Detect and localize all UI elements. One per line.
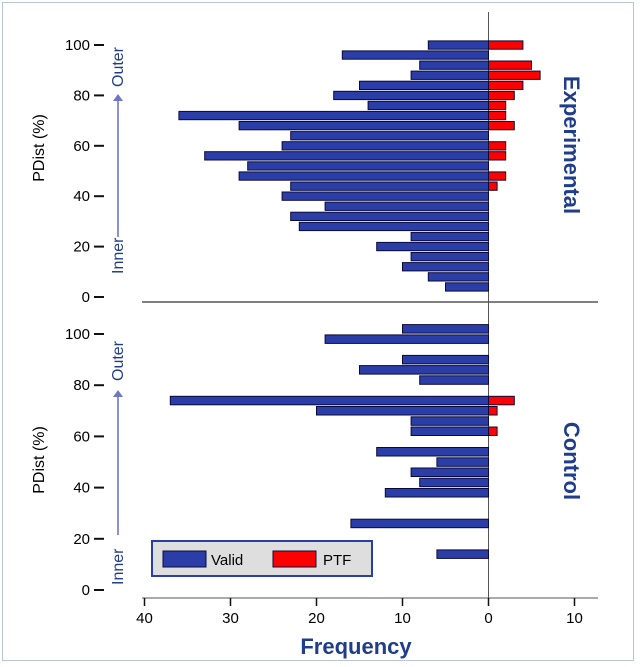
experimental-y-tick-label: 80 xyxy=(73,87,90,104)
experimental-valid-bar xyxy=(427,272,489,282)
experimental-inner-label: Inner xyxy=(110,237,127,274)
experimental-valid-bar xyxy=(238,171,489,181)
experimental-valid-bar xyxy=(445,282,489,292)
control-y-tick-label: 80 xyxy=(73,377,90,394)
experimental-outer-label: Outer xyxy=(110,46,127,87)
x-tick-label: 40 xyxy=(136,610,153,627)
experimental-ptf-bar xyxy=(488,141,507,151)
control-y-tick-label: 0 xyxy=(82,582,90,599)
control-outer-label: Outer xyxy=(110,340,127,381)
experimental-y-ticks: 0 20 40 60 80 100 xyxy=(65,37,104,306)
control-valid-bar xyxy=(419,375,490,385)
control-ptf-bar xyxy=(488,426,498,436)
control-valid-bar xyxy=(402,354,489,365)
control-valid-bar xyxy=(402,324,489,334)
experimental-valid-bar xyxy=(410,70,490,80)
experimental-valid-bar xyxy=(333,90,490,101)
experimental-y-tick-label: 40 xyxy=(73,188,90,205)
control-valid-bar xyxy=(410,426,490,436)
control-valid-bar xyxy=(410,467,490,477)
experimental-panel: 0 20 40 60 80 100 PDist (%) Inner Outer Exper… xyxy=(31,37,584,306)
experimental-ptf-bar xyxy=(488,100,507,111)
legend-swatch-valid xyxy=(162,550,207,568)
experimental-ptf-bar xyxy=(488,90,515,101)
control-inner-label: Inner xyxy=(110,548,127,585)
experimental-y-axis-label: PDist (%) xyxy=(31,114,48,182)
control-valid-bar xyxy=(324,334,489,344)
experimental-valid-bar xyxy=(281,191,489,201)
experimental-ptf-bar xyxy=(488,70,541,80)
control-y-ticks: 0 20 40 60 80 100 xyxy=(65,326,104,599)
x-axis-label: Frequency xyxy=(300,634,412,659)
control-panel-label: Control xyxy=(559,422,584,500)
experimental-valid-bar xyxy=(238,121,489,131)
experimental-valid-bar xyxy=(178,110,489,121)
legend-swatch-ptf xyxy=(272,550,317,568)
control-arrow-head-icon xyxy=(113,390,123,397)
experimental-valid-bar xyxy=(410,231,490,242)
experimental-y-tick-label: 0 xyxy=(82,289,90,306)
control-ptf-bar xyxy=(488,406,498,416)
x-tick-label: 10 xyxy=(394,610,411,627)
experimental-bars xyxy=(178,40,541,292)
control-y-tick-label: 40 xyxy=(73,480,90,497)
control-valid-bar xyxy=(436,549,489,559)
experimental-valid-bar xyxy=(290,131,490,141)
experimental-ptf-bar xyxy=(488,171,507,181)
experimental-valid-bar xyxy=(402,262,489,272)
experimental-valid-bar xyxy=(367,100,490,111)
experimental-valid-bar xyxy=(410,252,490,262)
experimental-valid-bar xyxy=(341,50,489,60)
control-y-tick-label: 20 xyxy=(73,531,90,548)
legend-label-ptf: PTF xyxy=(323,552,351,569)
experimental-ptf-bar xyxy=(488,151,507,161)
experimental-valid-bar xyxy=(376,241,490,252)
experimental-valid-bar xyxy=(290,211,490,221)
control-valid-bar xyxy=(384,488,489,498)
experimental-valid-bar xyxy=(290,181,490,191)
control-valid-bar xyxy=(350,518,489,529)
control-valid-bar xyxy=(316,406,489,416)
experimental-arrow-head-icon xyxy=(113,94,123,101)
control-y-tick-label: 60 xyxy=(73,428,90,445)
control-y-axis-label: PDist (%) xyxy=(31,426,48,494)
experimental-valid-bar xyxy=(324,201,489,211)
control-valid-bar xyxy=(410,416,490,426)
experimental-ptf-bar xyxy=(488,121,515,131)
control-valid-bar xyxy=(359,365,489,375)
control-valid-bar xyxy=(376,447,490,457)
experimental-ptf-bar xyxy=(488,80,524,90)
experimental-ptf-bar xyxy=(488,40,524,50)
control-valid-bar xyxy=(419,477,490,488)
experimental-y-tick-label: 20 xyxy=(73,239,90,256)
x-tick-label: 30 xyxy=(222,610,239,627)
control-bars xyxy=(169,324,515,559)
x-tick-label: 10 xyxy=(566,610,583,627)
experimental-valid-bar xyxy=(298,221,489,232)
x-tick-label: 20 xyxy=(308,610,325,627)
experimental-panel-label: Experimental xyxy=(559,76,584,214)
experimental-ptf-bar xyxy=(488,110,507,121)
control-ptf-bar xyxy=(488,395,515,406)
experimental-y-tick-label: 60 xyxy=(73,138,90,155)
control-valid-bar xyxy=(169,395,490,406)
experimental-valid-bar xyxy=(427,40,489,50)
legend-box xyxy=(151,540,373,577)
x-tick-label: 0 xyxy=(484,610,492,627)
experimental-valid-bar xyxy=(247,161,489,171)
control-valid-bar xyxy=(436,457,489,467)
experimental-y-tick-label: 100 xyxy=(65,37,90,54)
experimental-valid-bar xyxy=(419,60,490,70)
x-ticks: 40 30 20 10 0 10 xyxy=(136,597,598,627)
control-y-tick-label: 100 xyxy=(65,326,90,343)
experimental-ptf-bar xyxy=(488,60,532,70)
legend-label-valid: Valid xyxy=(211,552,243,569)
legend: Valid PTF xyxy=(151,540,373,577)
experimental-ptf-bar xyxy=(488,181,498,191)
experimental-valid-bar xyxy=(281,141,489,151)
experimental-valid-bar xyxy=(204,151,489,161)
experimental-valid-bar xyxy=(359,80,489,90)
